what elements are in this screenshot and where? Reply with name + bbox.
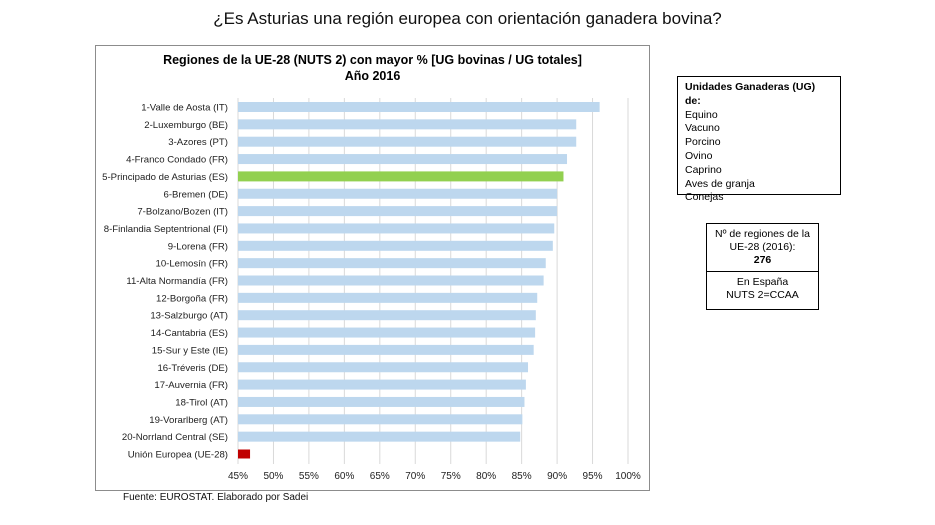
regions-line2: UE-28 (2016): — [729, 241, 796, 253]
ug-item: Porcino — [685, 136, 721, 149]
bar — [238, 327, 536, 338]
bar — [238, 223, 555, 234]
bar — [238, 154, 568, 165]
ug-box-title: Unidades Ganaderas (UG) de: — [685, 81, 816, 107]
category-label: 17-Auvernia (FR) — [154, 380, 228, 391]
x-tick-label: 50% — [263, 471, 283, 482]
chart-title-line2: Año 2016 — [344, 69, 401, 83]
spain-line: En España — [736, 276, 789, 288]
category-label: 3-Azores (PT) — [168, 137, 228, 148]
x-tick-label: 75% — [441, 471, 461, 482]
bar — [238, 292, 538, 303]
category-label: 8-Finlandia Septentrional (FI) — [104, 224, 228, 235]
bar — [238, 102, 600, 112]
bar — [238, 310, 536, 321]
source-note: Fuente: EUROSTAT. Elaborado por Sadei — [123, 492, 309, 503]
bar — [238, 119, 577, 130]
bar — [238, 171, 564, 182]
ug-item: Conejas — [685, 191, 724, 204]
ug-item: Caprino — [685, 163, 722, 176]
x-tick-label: 95% — [583, 471, 603, 482]
category-label: 5-Principado de Asturias (ES) — [102, 172, 228, 183]
ug-item: Equino — [685, 108, 718, 121]
regions-line1: Nº de regiones de la — [715, 228, 810, 240]
regions-count-cell: Nº de regiones de la UE-28 (2016): 276 — [707, 224, 818, 272]
regions-count: 276 — [753, 254, 772, 266]
x-tick-label: 65% — [370, 471, 390, 482]
x-tick-label: 80% — [476, 471, 496, 482]
regions-info-box: Nº de regiones de la UE-28 (2016): 276 E… — [706, 223, 819, 310]
category-label: 1-Valle de Aosta (IT) — [141, 103, 228, 114]
category-label: 9-Lorena (FR) — [168, 241, 228, 252]
bar — [238, 449, 251, 459]
category-label: 2-Luxemburgo (BE) — [144, 120, 228, 131]
bar — [238, 396, 525, 407]
category-label: 16-Tréveris (DE) — [157, 363, 228, 374]
category-label: 20-Norrland Central (SE) — [122, 432, 228, 443]
category-label: Unión Europea (UE-28) — [128, 450, 228, 461]
category-label: 18-Tirol (AT) — [175, 397, 228, 408]
spain-nuts-cell: En España NUTS 2=CCAA — [707, 272, 818, 302]
chart-title-line1: Regiones de la UE-28 (NUTS 2) con mayor … — [163, 53, 582, 67]
category-label: 13-Salzburgo (AT) — [150, 311, 228, 322]
x-tick-label: 55% — [299, 471, 319, 482]
bar — [238, 240, 553, 251]
category-label: 14-Cantabria (ES) — [151, 328, 228, 339]
x-tick-label: 70% — [405, 471, 425, 482]
bar — [238, 379, 526, 390]
category-label: 10-Lemosín (FR) — [155, 259, 228, 270]
nuts-line: NUTS 2=CCAA — [726, 289, 799, 301]
bar — [238, 431, 521, 442]
category-label: 4-Franco Condado (FR) — [126, 155, 228, 166]
category-label: 15-Sur y Este (IE) — [152, 345, 228, 356]
bar — [238, 275, 544, 286]
x-tick-label: 100% — [615, 471, 641, 482]
ug-item: Ovino — [685, 149, 713, 162]
ug-definition-box: Unidades Ganaderas (UG) de: Equino Vacun… — [677, 76, 841, 203]
x-tick-label: 60% — [334, 471, 354, 482]
bar — [238, 362, 529, 373]
category-label: 7-Bolzano/Bozen (IT) — [137, 207, 228, 218]
category-label: 19-Vorarlberg (AT) — [149, 415, 228, 426]
ug-item: Aves de granja — [685, 177, 755, 190]
category-label: 6-Bremen (DE) — [163, 189, 228, 200]
bar — [238, 414, 523, 425]
bar — [238, 136, 577, 147]
slide-title: ¿Es Asturias una región europea con orie… — [213, 9, 722, 28]
x-tick-label: 85% — [512, 471, 532, 482]
bar — [238, 206, 558, 217]
category-label: 11-Alta Normandía (FR) — [126, 276, 228, 287]
x-tick-label: 90% — [547, 471, 567, 482]
chart-title: Regiones de la UE-28 (NUTS 2) con mayor … — [95, 52, 650, 84]
bar — [238, 344, 534, 355]
ug-item: Vacuno — [685, 122, 720, 135]
bar — [238, 188, 558, 199]
category-label: 12-Borgoña (FR) — [156, 293, 228, 304]
bar — [238, 258, 546, 269]
x-tick-label: 45% — [228, 471, 248, 482]
